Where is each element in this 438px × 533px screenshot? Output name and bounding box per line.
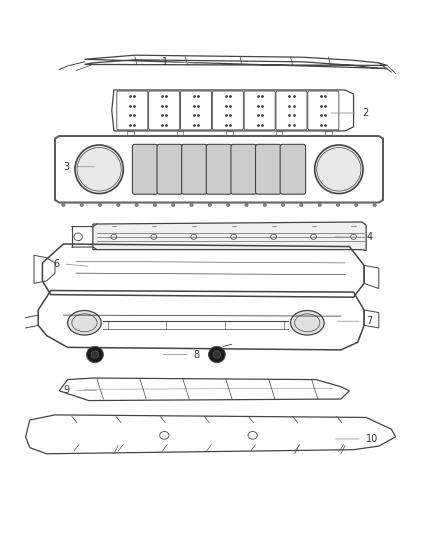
Polygon shape: [93, 222, 366, 251]
FancyBboxPatch shape: [206, 144, 232, 194]
Ellipse shape: [67, 311, 101, 335]
Text: 9: 9: [64, 385, 70, 395]
Ellipse shape: [62, 204, 65, 207]
Ellipse shape: [91, 351, 99, 358]
Ellipse shape: [318, 204, 321, 207]
Ellipse shape: [87, 346, 103, 362]
Ellipse shape: [245, 204, 248, 207]
FancyBboxPatch shape: [182, 144, 207, 194]
Ellipse shape: [153, 204, 157, 207]
Text: 10: 10: [366, 434, 378, 444]
Text: 8: 8: [194, 350, 200, 360]
FancyBboxPatch shape: [132, 144, 158, 194]
FancyBboxPatch shape: [157, 144, 183, 194]
Ellipse shape: [135, 204, 138, 207]
Ellipse shape: [281, 204, 285, 207]
Ellipse shape: [300, 204, 303, 207]
Text: 2: 2: [362, 108, 368, 118]
Ellipse shape: [263, 204, 266, 207]
Ellipse shape: [75, 145, 124, 193]
Ellipse shape: [99, 204, 102, 207]
FancyBboxPatch shape: [255, 144, 281, 194]
Ellipse shape: [373, 204, 376, 207]
Ellipse shape: [226, 204, 230, 207]
Ellipse shape: [190, 204, 193, 207]
Ellipse shape: [355, 204, 358, 207]
Ellipse shape: [80, 204, 83, 207]
FancyBboxPatch shape: [231, 144, 256, 194]
Text: 4: 4: [366, 232, 372, 243]
Text: 6: 6: [53, 259, 59, 269]
Text: 3: 3: [64, 161, 70, 172]
Ellipse shape: [336, 204, 339, 207]
Text: 7: 7: [366, 316, 372, 326]
FancyBboxPatch shape: [280, 144, 306, 194]
Ellipse shape: [208, 346, 225, 362]
Ellipse shape: [314, 145, 363, 193]
Ellipse shape: [290, 311, 324, 335]
Text: 1: 1: [162, 57, 169, 67]
Ellipse shape: [117, 204, 120, 207]
Ellipse shape: [172, 204, 175, 207]
Ellipse shape: [213, 351, 221, 358]
Ellipse shape: [208, 204, 212, 207]
